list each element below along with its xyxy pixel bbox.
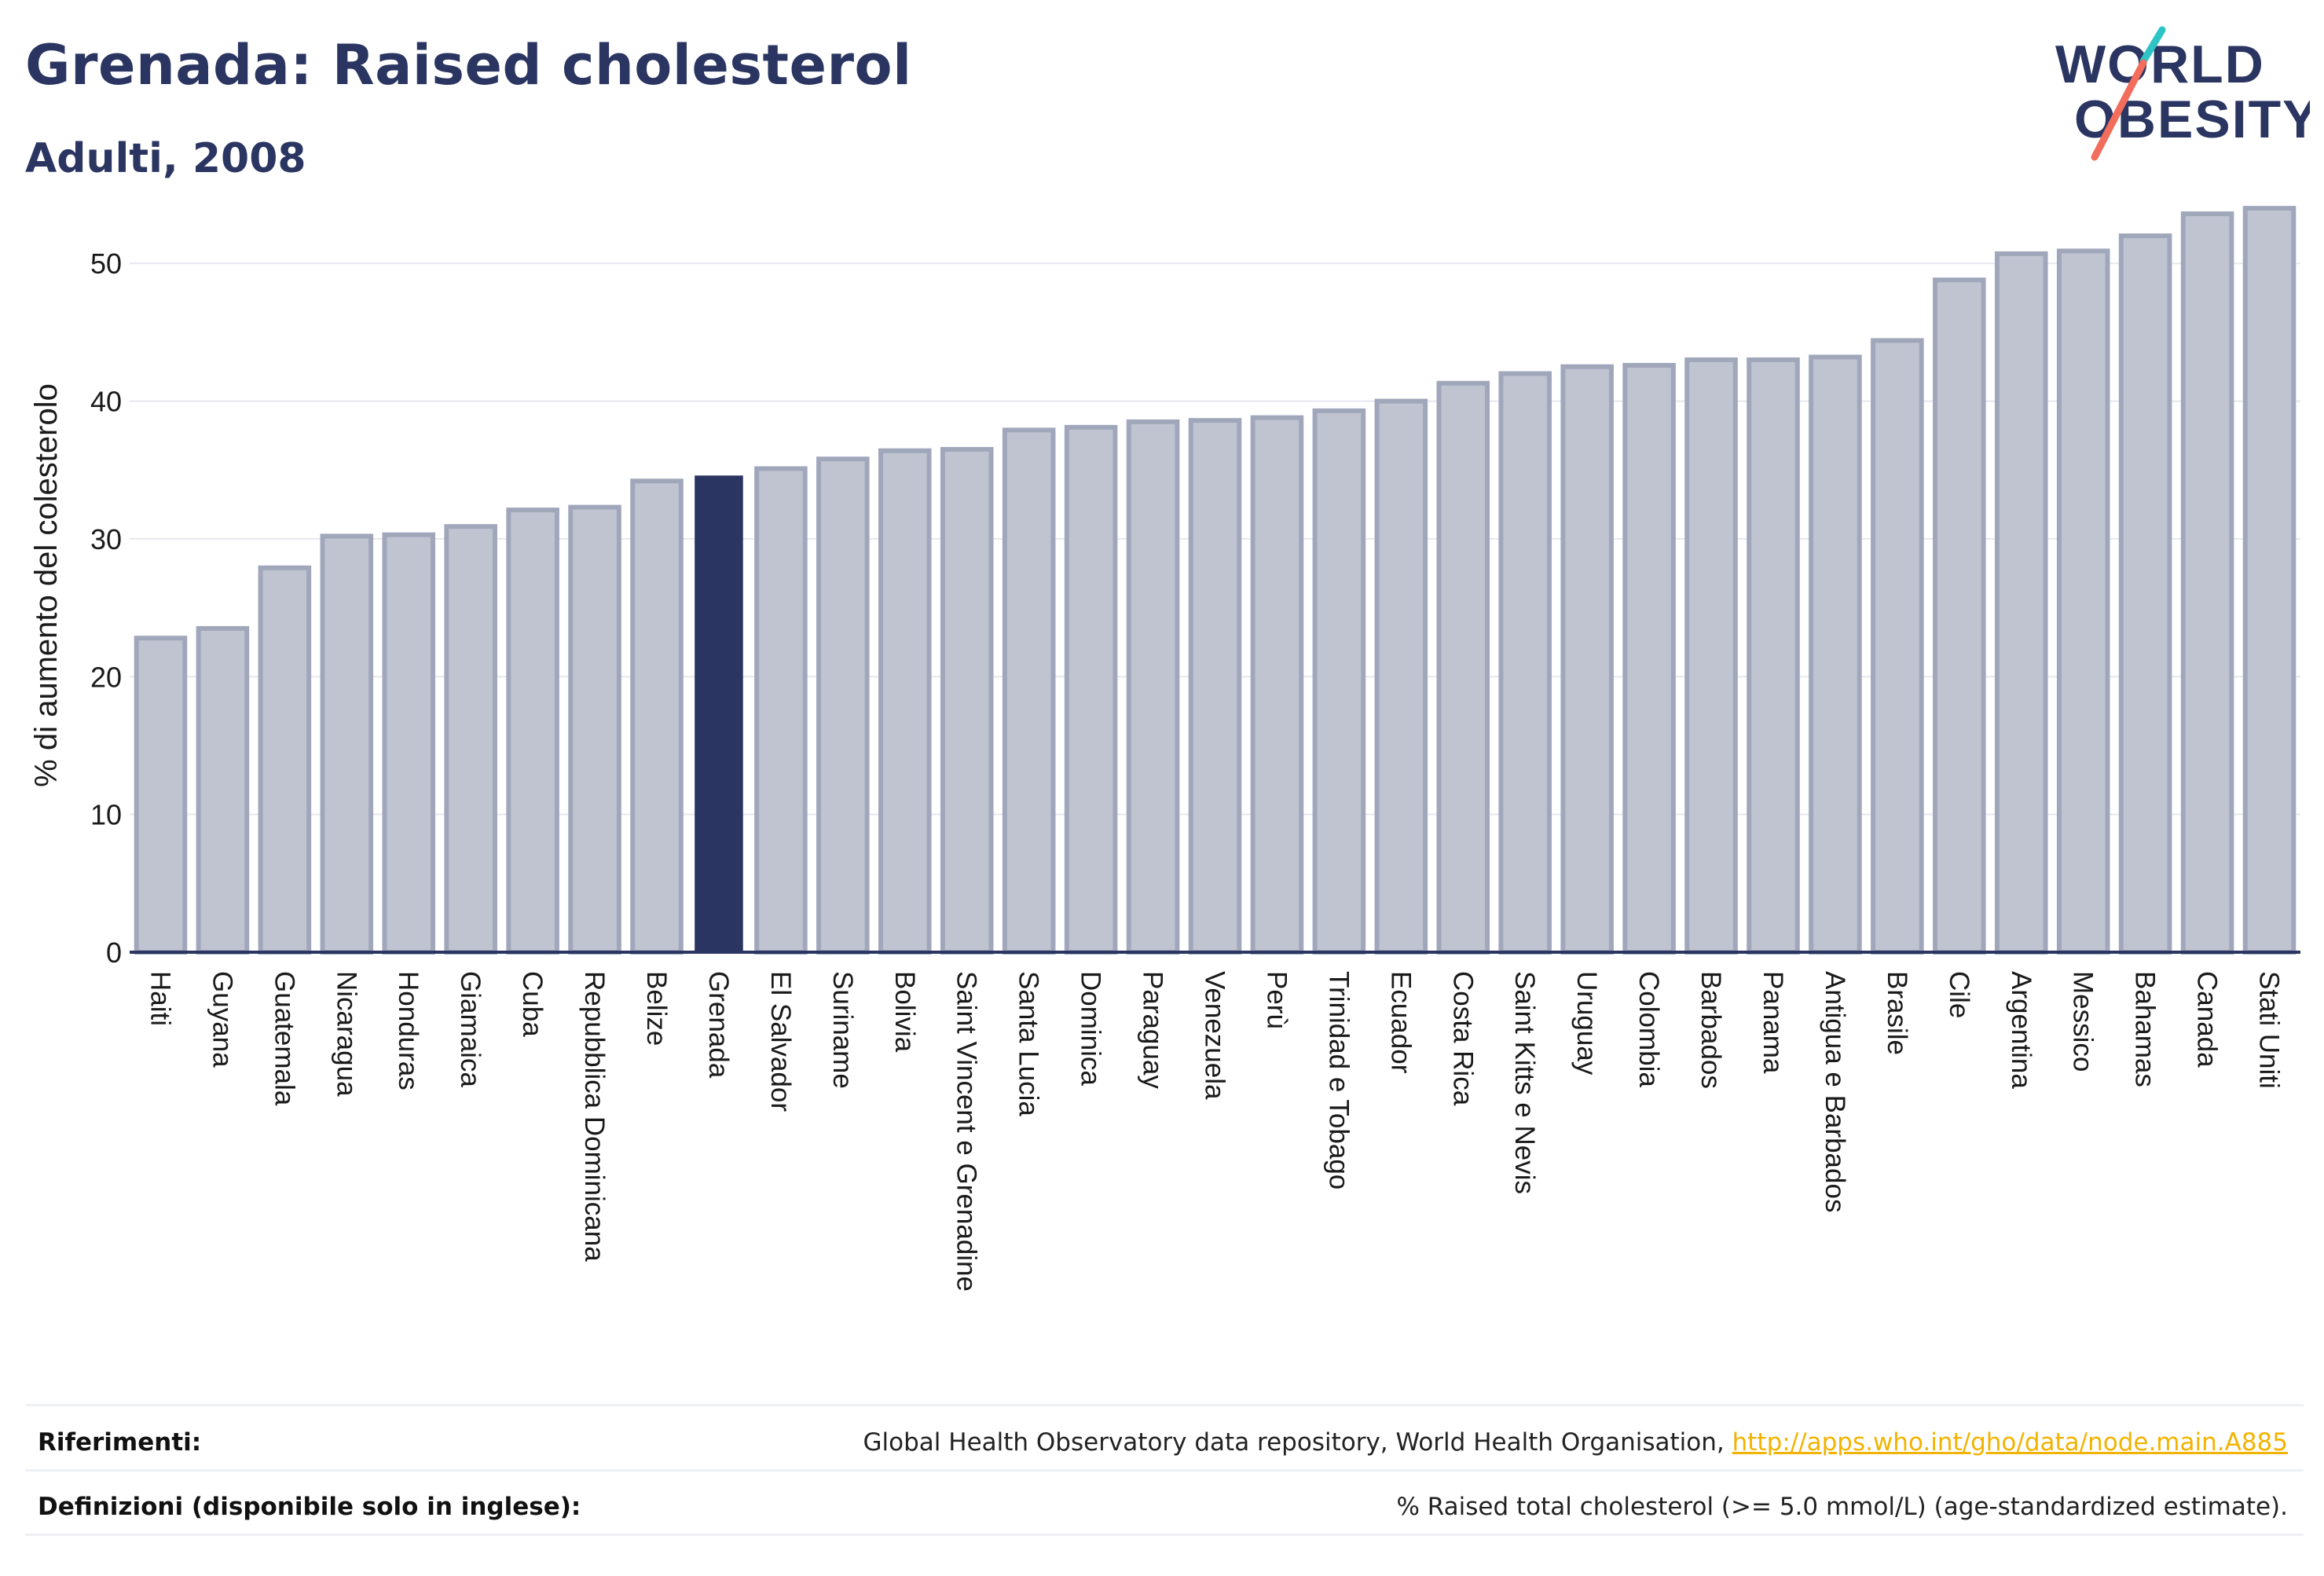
x-tick-label: Perù [1261,971,1292,1029]
x-tick-label: Barbados [1695,971,1726,1089]
bar [320,533,374,955]
x-tick-label: Belize [641,971,672,1046]
x-tick-label: Brasile [1882,971,1912,1055]
bar [2242,206,2297,955]
footer-divider-mid [25,1469,2304,1472]
bar [1498,371,1552,955]
bar [940,446,994,955]
x-tick-label: Venezuela [1200,971,1230,1100]
bar [1747,357,1800,955]
y-tick-label: 30 [90,523,122,555]
x-tick-label: Argentina [2006,971,2036,1089]
x-tick-label: Guyana [207,971,237,1068]
logo-line-1: WORLD [2055,35,2265,94]
x-tick-label: Repubblica Dominicana [579,971,610,1262]
x-tick-label: Santa Lucia [1014,971,1044,1116]
chart-subtitle: Adulti, 2008 [25,135,306,182]
bar [1312,408,1366,955]
definitions-label: Definizioni (disponibile solo in inglese… [38,1493,581,1521]
x-tick-label: Giamaica [455,971,486,1087]
bar [1809,354,1862,955]
bars [134,206,2297,955]
x-tick-label: Cile [1944,971,1974,1018]
bar [196,625,250,955]
bar [1560,364,1614,955]
x-tick-label: Haiti [145,971,175,1026]
y-tick-label: 0 [106,936,122,969]
x-tick-label: Dominica [1076,971,1106,1086]
bar [1871,338,1924,955]
y-axis-label: % di aumento del colesterolo [29,383,64,787]
x-tick-label: Guatemala [269,971,299,1106]
x-tick-label: Antigua e Barbados [1820,971,1850,1212]
bar [568,504,621,955]
x-tick-label: Ecuador [1385,971,1416,1074]
bar [1188,418,1242,955]
x-tick-label: Costa Rica [1447,971,1478,1106]
bar [816,456,870,955]
bar [1250,415,1304,955]
references-value: Global Health Observatory data repositor… [863,1428,2288,1457]
bar [258,565,312,955]
bar [1994,251,2048,955]
bar [1002,427,1056,955]
x-tick-label: Stati Uniti [2254,971,2285,1089]
x-tick-label: Bahamas [2130,971,2161,1087]
x-tick-label: Panama [1758,971,1788,1074]
x-tick-label: Colombia [1633,971,1664,1087]
bar [1126,419,1180,955]
x-tick-label: Cuba [517,971,548,1037]
x-tick-label: Saint Kitts e Nevis [1509,971,1540,1194]
logo-slash-teal [2139,26,2166,65]
x-tick-label: Paraguay [1138,971,1168,1089]
bar [2180,211,2234,955]
chart-title: Grenada: Raised cholesterol [25,33,912,97]
x-tick-label: Nicaragua [331,971,361,1097]
bar [506,508,559,955]
bar [2056,248,2110,955]
footer-divider-top [25,1404,2304,1406]
bar [134,636,188,955]
x-tick-label: Trinidad e Tobago [1323,971,1354,1189]
x-tick-label: Grenada [703,971,734,1079]
references-label: Riferimenti: [38,1428,202,1457]
bar [1374,398,1428,955]
footer-references-row: Riferimenti: Global Health Observatory d… [25,1419,2288,1466]
bar [1622,362,1676,955]
y-tick-label: 20 [90,661,122,693]
bar [754,466,808,955]
bar [1064,424,1118,955]
x-tick-label: Uruguay [1571,971,1602,1076]
world-obesity-logo: WORLD OBESITY [2055,26,2310,161]
references-text: Global Health Observatory data repositor… [863,1428,1732,1457]
bar [1684,357,1738,955]
x-tick-label: Honduras [393,971,423,1090]
bar [382,532,436,955]
y-tick-label: 50 [90,247,122,280]
bar-chart: 0 10 20 30 40 50 Haiti Guyana Guatemala Nicaragua… [29,206,2300,1292]
logo-slash-coral [2091,59,2147,161]
references-link[interactable]: http://apps.who.int/gho/data/node.main.A… [1732,1428,2288,1457]
axes: 0 10 20 30 40 50 Haiti Guyana Guatemala Nicaragua… [90,247,2300,1292]
x-tick-label: El Salvador [765,971,796,1112]
footer-divider-bottom [25,1534,2304,1536]
bar [1933,277,1986,955]
x-tick-label: Canada [2192,971,2223,1068]
x-tick-label: Saint Vincent e Grenadine [951,971,982,1292]
x-tick-label: Suriname [827,971,858,1089]
definitions-text: % Raised total cholesterol (>= 5.0 mmol/… [1396,1493,2288,1521]
y-tick-label: 10 [90,799,122,831]
bar [2118,233,2172,955]
bar [630,478,684,955]
y-tick-label: 40 [90,386,122,418]
bar [878,448,932,955]
bar [1436,380,1490,955]
x-tick-label: Messico [2068,971,2099,1072]
bar [444,524,497,955]
bar-highlight [695,475,743,952]
x-tick-label: Bolivia [889,971,920,1053]
footer-definitions-row: Definizioni (disponibile solo in inglese… [25,1483,2288,1530]
